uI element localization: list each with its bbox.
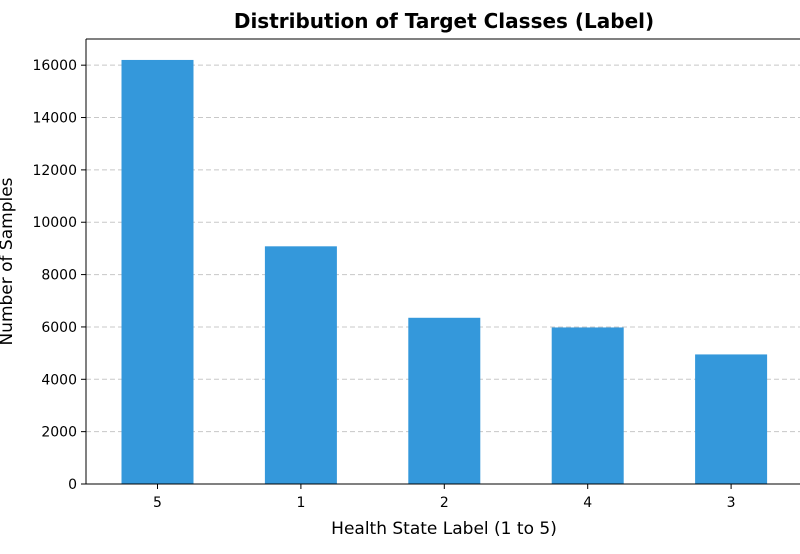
y-tick-label: 0: [68, 477, 77, 493]
bar-2: [408, 317, 481, 484]
x-tick-layer: 5 1 2 4 3: [153, 484, 736, 511]
x-axis-label: Health State Label (1 to 5): [331, 519, 557, 539]
y-tick-label: 12000: [32, 163, 77, 179]
bar-layer: [121, 59, 768, 485]
chart-title: Distribution of Target Classes (Label): [234, 9, 654, 33]
x-tick-label: 4: [583, 495, 592, 511]
x-tick-label: 5: [153, 495, 162, 511]
y-tick-label: 8000: [41, 268, 77, 284]
bar-5: [121, 59, 194, 485]
bar-3: [695, 354, 768, 484]
y-tick-label: 4000: [41, 372, 77, 388]
axis-layer: [85, 38, 800, 485]
y-tick-label: 6000: [41, 320, 77, 336]
y-axis-label: Number of Samples: [0, 177, 17, 345]
y-tick-label: 2000: [41, 425, 77, 441]
y-tick-layer: 0 2000 4000 6000 8000 10000 12000 14000 16000: [32, 58, 86, 493]
x-tick-label: 2: [440, 495, 449, 511]
y-tick-label: 14000: [32, 111, 77, 127]
y-tick-label: 16000: [32, 58, 77, 74]
bar-4: [551, 327, 624, 484]
x-tick-label: 1: [296, 495, 305, 511]
bar-1: [264, 246, 337, 484]
y-tick-label: 10000: [32, 215, 77, 231]
x-tick-label: 3: [727, 495, 736, 511]
